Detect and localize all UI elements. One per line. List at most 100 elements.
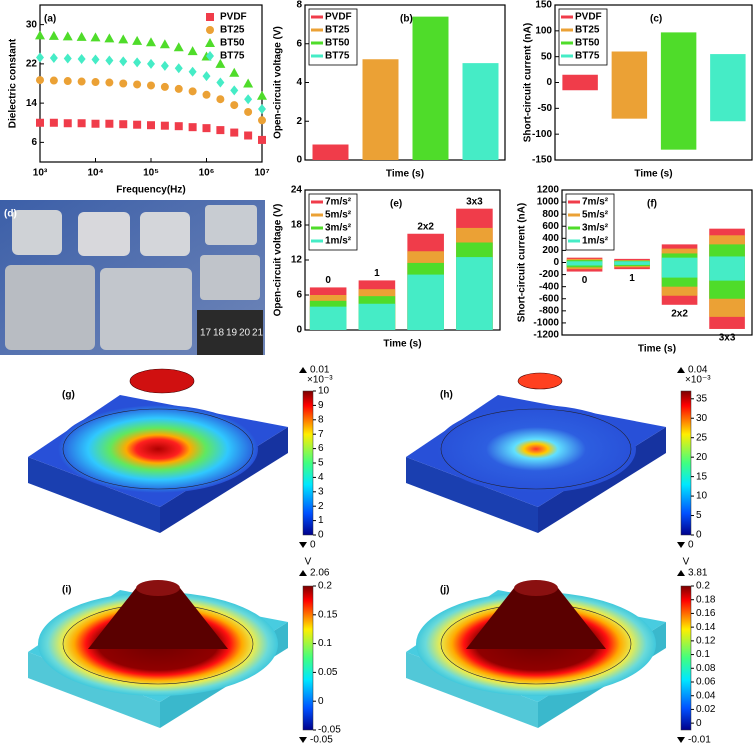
cone: [88, 588, 228, 649]
y-tick-label: 18: [291, 220, 303, 231]
legend-label: PVDF: [220, 12, 247, 23]
y-tick-label: -50: [538, 103, 553, 114]
data-point: [258, 116, 266, 125]
y-axis-label: Open-circuit voltage (V): [273, 204, 284, 317]
colorbar-tick-label: 0: [318, 530, 324, 541]
data-point: [76, 31, 87, 41]
data-point: [187, 46, 198, 56]
colorbar-tick-label: 0.16: [696, 608, 716, 619]
max-marker: [299, 570, 307, 576]
data-point: [104, 33, 115, 43]
category-label: 0: [325, 275, 331, 286]
max-marker: [677, 367, 685, 373]
bar: [710, 54, 746, 122]
legend-label: BT75: [325, 51, 350, 62]
data-point: [105, 119, 114, 128]
data-point: [160, 121, 169, 130]
data-point: [118, 34, 129, 44]
colorbar-tick-label: 6: [318, 443, 324, 454]
bar: [462, 63, 499, 160]
legend-label: 3m/s²: [582, 223, 609, 234]
data-point: [63, 53, 72, 64]
colorbar-tick-label: 0: [318, 696, 324, 707]
colorbar-tick-label: 0.06: [696, 677, 716, 688]
bar: [362, 59, 399, 160]
data-point: [147, 121, 155, 130]
y-tick-label: 800: [542, 209, 559, 220]
colorbar-tick-label: 20: [696, 452, 708, 463]
data-point: [215, 58, 226, 68]
colorbar-tick-label: 35: [696, 393, 708, 404]
x-tick-label: 10³: [33, 168, 48, 179]
min-label: 0: [688, 540, 694, 551]
bar: [661, 257, 698, 278]
colorbar-tick-label: 0.1: [318, 638, 332, 649]
legend-label: BT75: [575, 51, 600, 62]
data-point: [174, 122, 183, 131]
y-tick-label: 6: [31, 137, 37, 148]
bar: [566, 261, 603, 266]
x-axis-label: Time (s): [638, 344, 676, 355]
photo-object: [200, 255, 260, 300]
min-marker: [677, 542, 685, 548]
bar: [709, 256, 745, 281]
panel-label: (h): [440, 390, 453, 401]
y-tick-label: 400: [542, 233, 559, 244]
data-point: [63, 77, 72, 86]
colorbar-tick-label: 0.05: [318, 667, 338, 678]
colorbar-tick-label: 0.08: [696, 663, 716, 674]
colorbar-tick-label: 0.04: [696, 690, 716, 701]
data-point: [229, 67, 240, 77]
data-point: [188, 123, 197, 132]
y-tick-label: 0: [553, 257, 559, 268]
legend-label: BT25: [220, 25, 245, 36]
y-tick-label: 30: [26, 19, 38, 30]
data-point: [105, 78, 114, 87]
simulation-panel: (g) 0.01×10⁻³ 0 1 2 3 4 5 6 7 8 9 10 0: [28, 365, 333, 551]
legend-marker: [206, 13, 214, 21]
y-axis-label: Open-circuit voltage (V): [273, 26, 284, 139]
y-tick-label: 100: [535, 25, 552, 36]
y-tick-label: 0: [546, 77, 552, 88]
data-point: [48, 30, 59, 40]
category-label: 2x2: [671, 308, 688, 319]
x-tick-label: 10⁶: [199, 168, 215, 179]
slab-side: [28, 457, 160, 533]
data-point: [257, 90, 267, 100]
y-axis-label: Short-circuit current (nA): [517, 203, 528, 322]
chart: -1200-1000-800-600-400-20002004006008001…: [517, 185, 753, 355]
colorbar-tick-label: 9: [318, 400, 324, 411]
colorbar-tick-label: 2: [318, 501, 324, 512]
colorbar-tick-label: 7: [318, 429, 324, 440]
legend-label: 1m/s²: [325, 236, 352, 247]
bar: [562, 74, 598, 91]
photo-object: [140, 212, 190, 256]
colorbar-tick-label: 0: [696, 718, 702, 729]
category-label: 0: [582, 275, 588, 286]
data-point: [174, 63, 183, 74]
data-point: [119, 56, 128, 67]
data-point: [202, 71, 211, 82]
legend-label: 7m/s²: [582, 197, 609, 208]
data-point: [202, 124, 211, 133]
ruler-label: 18: [213, 328, 225, 339]
outline: [440, 408, 632, 490]
panel-label: (b): [400, 14, 413, 25]
colorbar-tick-label: 0.02: [696, 704, 716, 715]
colorbar-tick-label: 30: [696, 413, 708, 424]
exponent-label: ×10⁻³: [307, 375, 333, 386]
bar: [312, 144, 349, 160]
min-label: 0: [310, 540, 316, 551]
panel-label: (j): [440, 585, 449, 596]
field-map: [436, 405, 636, 493]
x-axis-label: Time (s): [386, 169, 424, 180]
unit-label: V: [683, 557, 690, 568]
data-point: [216, 95, 225, 104]
colorbar-tick-label: 10: [696, 491, 708, 502]
simulation-panel: (j) V3.81 0 0.02 0.04 0.06 0.08 0.1 0.12 0.14 0.16…: [406, 557, 716, 746]
y-tick-label: 2: [296, 116, 302, 127]
photo-object: [205, 205, 257, 245]
ruler-label: 17: [200, 328, 212, 339]
field-map: [58, 405, 258, 493]
data-point: [91, 119, 100, 128]
